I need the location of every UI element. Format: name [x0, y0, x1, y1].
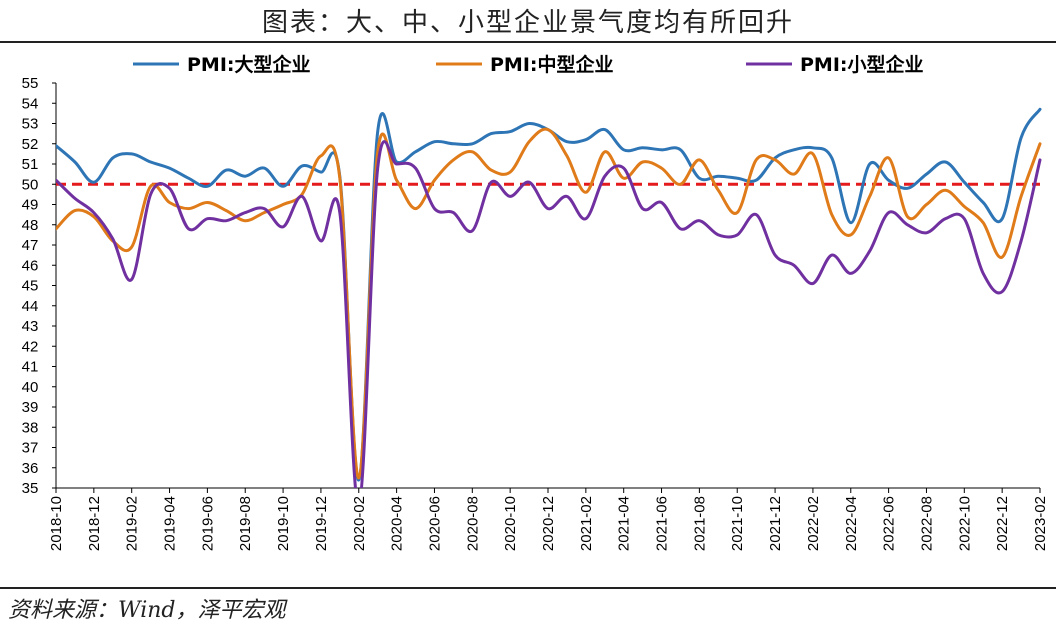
- y-tick-label: 44: [22, 298, 39, 315]
- series-line-large: [56, 107, 1042, 482]
- footer-divider: [0, 587, 1056, 589]
- source-note: 资料来源：Wind，泽平宏观: [8, 598, 286, 623]
- x-tick-label: 2021-12: [767, 496, 784, 551]
- y-tick-label: 51: [22, 156, 39, 173]
- x-tick-label: 2022-10: [956, 496, 973, 551]
- y-tick-label: 52: [22, 136, 39, 153]
- y-tick-label: 47: [22, 237, 39, 254]
- x-tick-label: 2020-10: [502, 496, 519, 551]
- y-tick-label: 41: [22, 359, 39, 376]
- y-tick-label: 38: [22, 419, 39, 436]
- x-tick-label: 2019-04: [162, 496, 179, 551]
- x-tick-label: 2021-06: [654, 496, 671, 551]
- y-tick-label: 53: [22, 116, 39, 133]
- y-tick-label: 46: [22, 257, 39, 274]
- y-tick-label: 36: [22, 460, 39, 477]
- series-line-small: [56, 140, 1042, 488]
- x-tick-label: 2022-02: [805, 496, 822, 551]
- y-tick-label: 37: [22, 440, 39, 457]
- x-tick-label: 2019-12: [313, 496, 330, 551]
- y-tick-label: 43: [22, 318, 39, 335]
- y-tick-label: 49: [22, 197, 39, 214]
- y-tick-label: 45: [22, 278, 39, 295]
- legend: PMI:大型企业 PMI:中型企业 PMI:小型企业: [133, 53, 924, 76]
- y-tick-label: 54: [22, 95, 39, 112]
- x-tick-label: 2023-02: [1032, 496, 1049, 551]
- chart-title: 图表：大、中、小型企业景气度均有所回升: [261, 8, 794, 38]
- x-tick-label: 2019-06: [199, 496, 216, 551]
- x-tick-label: 2019-02: [124, 496, 141, 551]
- x-tick-label: 2020-02: [351, 496, 368, 551]
- x-tick-label: 2020-08: [464, 496, 481, 551]
- x-tick-label: 2020-06: [426, 496, 443, 551]
- x-tick-label: 2019-10: [275, 496, 292, 551]
- x-tick-label: 2022-06: [881, 496, 898, 551]
- x-tick-label: 2022-12: [994, 496, 1011, 551]
- legend-label-large: PMI:大型企业: [187, 53, 311, 76]
- x-tick-label: 2018-10: [48, 496, 65, 551]
- y-tick-label: 50: [22, 176, 39, 193]
- y-tick-label: 55: [22, 75, 39, 92]
- y-tick-label: 40: [22, 379, 39, 396]
- x-tick-label: 2021-02: [578, 496, 595, 551]
- x-tick-label: 2022-04: [843, 496, 860, 551]
- series-line-medium: [56, 127, 1042, 480]
- x-tick-label: 2021-04: [616, 496, 633, 551]
- title-divider: [0, 41, 1056, 43]
- x-tick-label: 2019-08: [237, 496, 254, 551]
- legend-label-medium: PMI:中型企业: [490, 53, 614, 76]
- x-tick-label: 2022-08: [918, 496, 935, 551]
- y-tick-label: 42: [22, 338, 39, 355]
- y-tick-label: 35: [22, 480, 39, 497]
- x-tick-label: 2020-04: [389, 496, 406, 551]
- axes: 35 36 37 38 39 40 41 42 43 44 45 46 47 48 49 50 51 52 53 54…: [22, 75, 1049, 551]
- y-tick-label: 39: [22, 399, 39, 416]
- x-tick-label: 2020-12: [540, 496, 557, 551]
- x-tick-label: 2021-08: [691, 496, 708, 551]
- y-tick-label: 48: [22, 217, 39, 234]
- x-tick-label: 2021-10: [729, 496, 746, 551]
- legend-label-small: PMI:小型企业: [800, 53, 924, 76]
- x-tick-label: 2018-12: [86, 496, 103, 551]
- series-group: [56, 107, 1042, 488]
